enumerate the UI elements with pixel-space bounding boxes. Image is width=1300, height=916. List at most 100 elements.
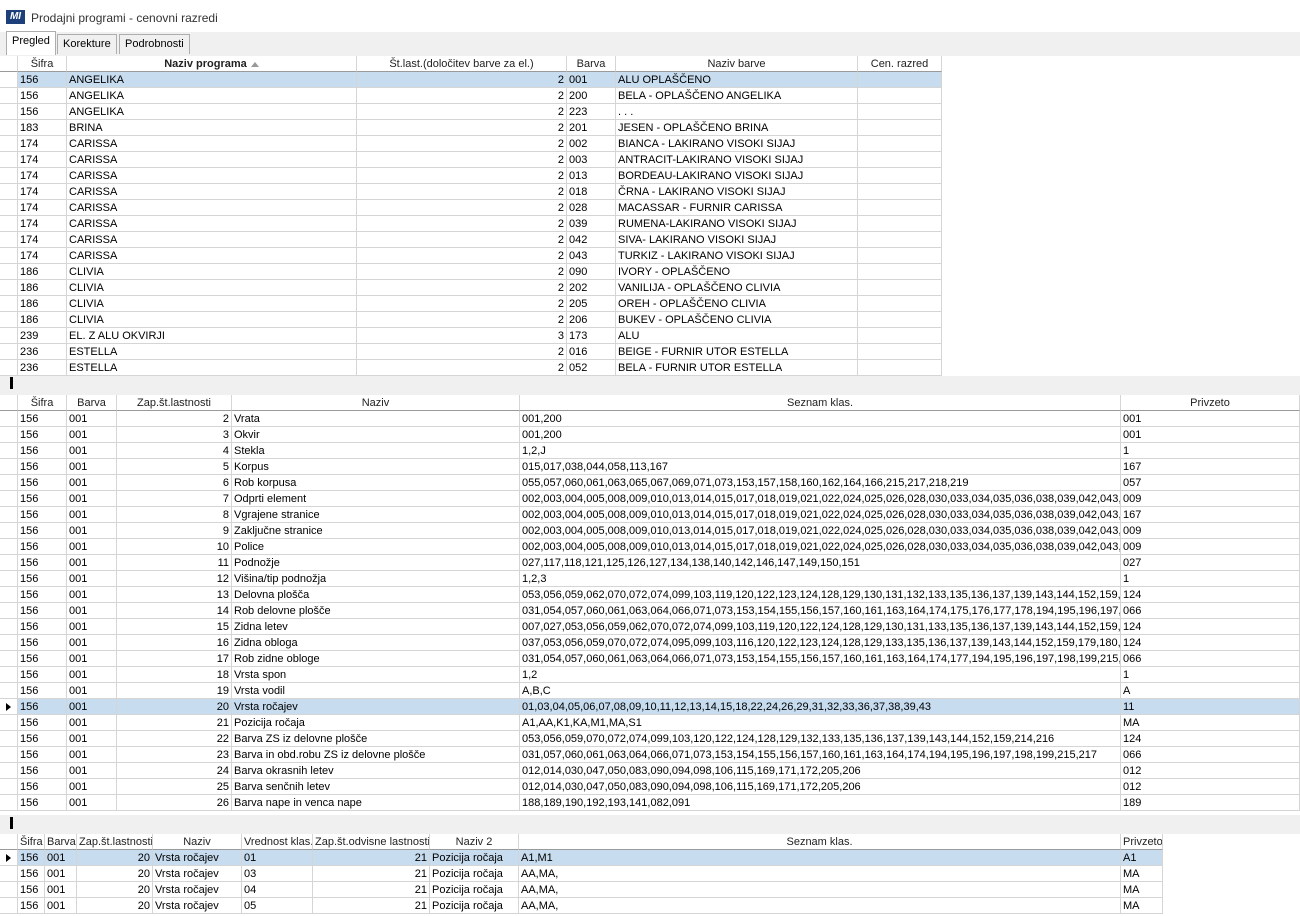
grid-cell[interactable]: ESTELLA [67, 360, 357, 376]
grid-cell[interactable]: 031,054,057,060,061,063,064,066,071,073,… [520, 651, 1121, 667]
grid-cell[interactable]: 001,200 [520, 411, 1121, 427]
grid-cell[interactable]: Zaključne stranice [232, 523, 520, 539]
grid-cell[interactable]: 2 [357, 168, 567, 184]
grid-cell[interactable]: AA,MA, [519, 898, 1121, 914]
grid-cell[interactable]: CARISSA [67, 168, 357, 184]
grid-cell[interactable]: 156 [18, 72, 67, 88]
grid-cell[interactable]: 066 [1121, 651, 1300, 667]
grid-cell[interactable]: 4 [117, 443, 232, 459]
grid-cell[interactable]: 156 [18, 699, 67, 715]
grid-cell[interactable]: 001 [67, 539, 117, 555]
grid-cell[interactable]: Korpus [232, 459, 520, 475]
grid-cell[interactable]: 001 [1121, 427, 1300, 443]
grid-cell[interactable]: Podnožje [232, 555, 520, 571]
grid-cell[interactable]: 2 [117, 411, 232, 427]
grid-cell[interactable]: 173 [567, 328, 616, 344]
grid-cell[interactable]: 001 [67, 683, 117, 699]
grid-cell[interactable]: BIANCA - LAKIRANO VISOKI SIJAJ [616, 136, 858, 152]
grid-cell[interactable]: MA [1121, 898, 1163, 914]
column-header[interactable]: Naziv 2 [430, 834, 519, 850]
grid-cell[interactable]: 11 [1121, 699, 1300, 715]
grid-cell[interactable]: 156 [18, 587, 67, 603]
grid-cell[interactable]: 18 [117, 667, 232, 683]
grid-cell[interactable]: SIVA- LAKIRANO VISOKI SIJAJ [616, 232, 858, 248]
grid-cell[interactable]: BELA - FURNIR UTOR ESTELLA [616, 360, 858, 376]
grid-cell[interactable]: 156 [18, 747, 67, 763]
grid-cell[interactable]: 156 [18, 715, 67, 731]
grid-cell[interactable]: 22 [117, 731, 232, 747]
grid-cell[interactable]: CLIVIA [67, 312, 357, 328]
grid-cell[interactable]: CARISSA [67, 216, 357, 232]
grid-cell[interactable]: ALU [616, 328, 858, 344]
grid-cell[interactable]: 001 [67, 747, 117, 763]
grid-cell[interactable]: 066 [1121, 747, 1300, 763]
grid-cell[interactable]: 001 [67, 651, 117, 667]
grid-cell[interactable]: 013 [567, 168, 616, 184]
grid-cell[interactable]: 202 [567, 280, 616, 296]
grid-cell[interactable]: 1 [1121, 667, 1300, 683]
grid-cell[interactable]: Pozicija ročaja [430, 850, 519, 866]
grid-cell[interactable]: 26 [117, 795, 232, 811]
grid-cell[interactable]: 15 [117, 619, 232, 635]
grid-cell[interactable]: 001 [67, 635, 117, 651]
scrollbar[interactable] [0, 816, 1300, 830]
column-header[interactable]: Naziv [153, 834, 242, 850]
tab[interactable]: Pregled [6, 31, 56, 55]
column-header[interactable]: Barva [67, 395, 117, 411]
grid-cell[interactable]: 183 [18, 120, 67, 136]
grid-cell[interactable]: ANGELIKA [67, 72, 357, 88]
grid-cell[interactable]: 236 [18, 344, 67, 360]
grid-cell[interactable]: 186 [18, 312, 67, 328]
column-header[interactable]: Barva [45, 834, 77, 850]
grid-cell[interactable]: 001 [67, 491, 117, 507]
grid-cell[interactable]: 002,003,004,005,008,009,010,013,014,015,… [520, 507, 1121, 523]
grid-cell[interactable]: Barva in obd.robu ZS iz delovne plošče [232, 747, 520, 763]
grid-cell[interactable]: 21 [313, 898, 430, 914]
grid-cell[interactable]: 009 [1121, 491, 1300, 507]
grid-cell[interactable]: 2 [357, 184, 567, 200]
grid-cell[interactable]: 2 [357, 264, 567, 280]
grid-cell[interactable]: 17 [117, 651, 232, 667]
grid-cell[interactable]: 14 [117, 603, 232, 619]
grid-cell[interactable]: 012,014,030,047,050,083,090,094,098,106,… [520, 763, 1121, 779]
grid-cell[interactable]: 001 [567, 72, 616, 88]
grid-cell[interactable]: 5 [117, 459, 232, 475]
scrollbar[interactable] [0, 376, 1300, 390]
grid-cell[interactable]: 174 [18, 232, 67, 248]
grid-cell[interactable]: A [1121, 683, 1300, 699]
grid-cell[interactable]: 1,2,J [520, 443, 1121, 459]
grid-cell[interactable]: 124 [1121, 619, 1300, 635]
grid-cell[interactable]: 03 [242, 866, 313, 882]
grid-cell[interactable]: Vgrajene stranice [232, 507, 520, 523]
grid-cell[interactable]: ALU OPLAŠČENO [616, 72, 858, 88]
grid-cell[interactable]: 1 [1121, 571, 1300, 587]
grid-cell[interactable]: 001 [67, 443, 117, 459]
grid-cell[interactable]: 001 [67, 779, 117, 795]
column-header[interactable]: Šifra [18, 56, 67, 72]
grid-cell[interactable]: 21 [313, 882, 430, 898]
grid-cell[interactable]: Vrsta ročajev [153, 866, 242, 882]
grid-cell[interactable]: 001 [67, 715, 117, 731]
grid-cell[interactable]: BEIGE - FURNIR UTOR ESTELLA [616, 344, 858, 360]
grid-cell[interactable]: 156 [18, 603, 67, 619]
grid-cell[interactable]: 2 [357, 120, 567, 136]
column-header[interactable]: Seznam klas. [519, 834, 1121, 850]
grid-cell[interactable]: 7 [117, 491, 232, 507]
grid-cell[interactable]: 2 [357, 280, 567, 296]
grid-cell[interactable]: 012 [1121, 763, 1300, 779]
grid-cell[interactable]: 057 [1121, 475, 1300, 491]
grid-cell[interactable]: 201 [567, 120, 616, 136]
grid-cell[interactable]: CARISSA [67, 152, 357, 168]
grid-cell[interactable]: A1 [1121, 850, 1163, 866]
grid-cell[interactable]: 174 [18, 216, 67, 232]
grid-cell[interactable]: 001 [45, 850, 77, 866]
grid-cell[interactable]: 001 [67, 571, 117, 587]
grid-cell[interactable]: Pozicija ročaja [430, 882, 519, 898]
grid-cell[interactable]: 042 [567, 232, 616, 248]
grid-cell[interactable]: 25 [117, 779, 232, 795]
grid-cell[interactable]: Barva senčnih letev [232, 779, 520, 795]
grid-cell[interactable]: 037,053,056,059,070,072,074,095,099,103,… [520, 635, 1121, 651]
grid-cell[interactable]: 24 [117, 763, 232, 779]
grid-cell[interactable]: 156 [18, 731, 67, 747]
grid-cell[interactable]: 156 [18, 763, 67, 779]
